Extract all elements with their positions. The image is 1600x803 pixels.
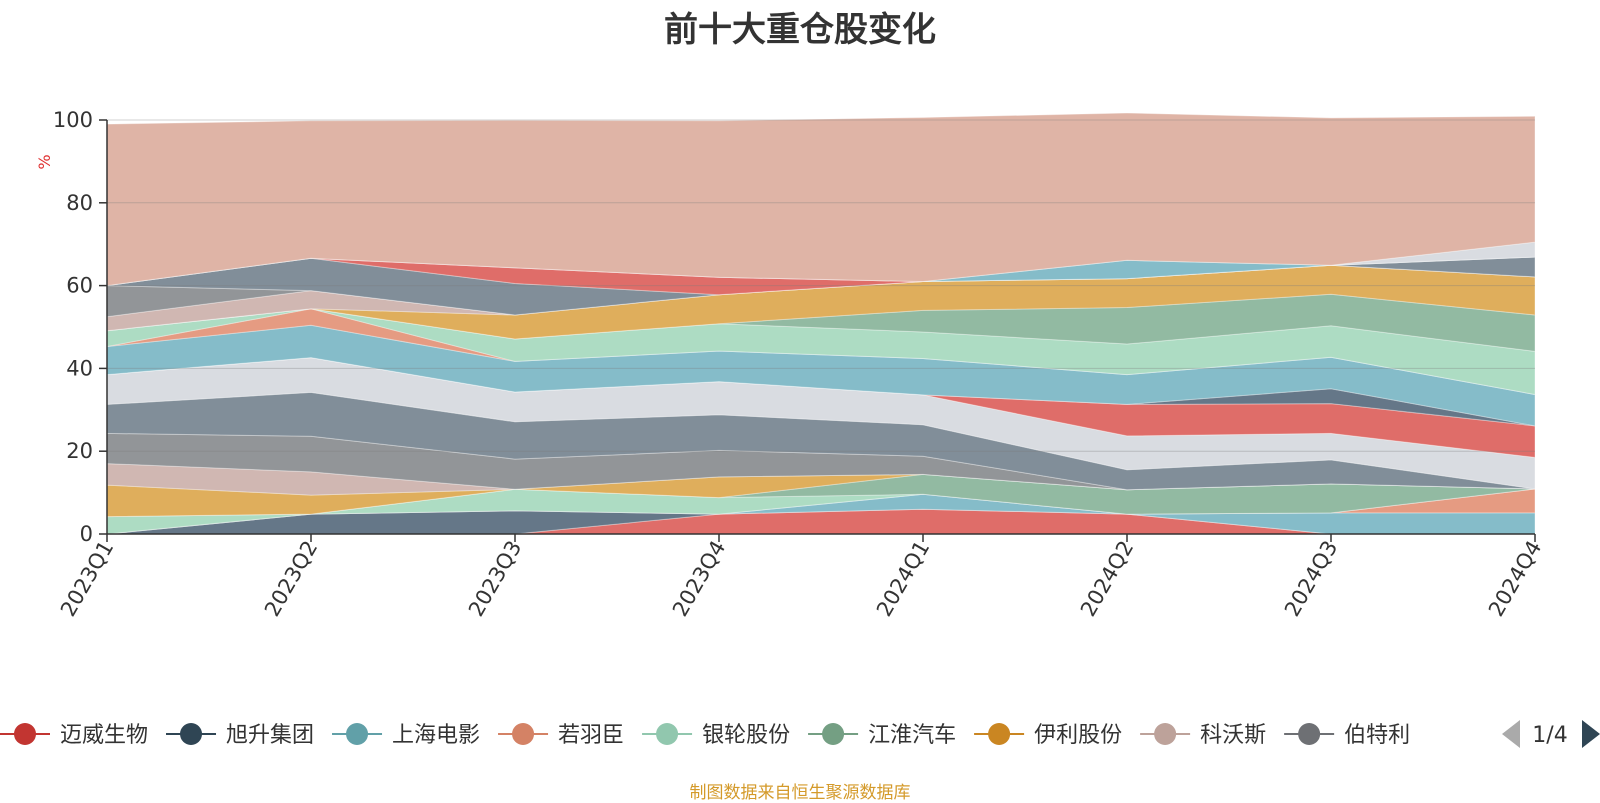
legend-item[interactable]: 科沃斯 [1140,723,1266,748]
legend-marker-icon [988,723,1011,745]
y-tick-label: 60 [66,274,93,298]
y-axis-label: % [35,154,54,169]
legend-label: 伯特利 [1344,723,1410,748]
legend-item[interactable]: 迈威生物 [0,723,148,748]
legend-label: 伊利股份 [1034,723,1122,748]
legend-marker-icon [346,723,369,745]
legend-label: 上海电影 [392,723,480,748]
legend-item[interactable]: 银轮股份 [642,723,790,748]
legend-item[interactable]: 旭升集团 [166,723,314,748]
area-layer-10 [106,357,1536,490]
legend-marker-icon [1154,723,1177,745]
x-tick-label: 2023Q1 [56,537,118,621]
legend-marker-icon [180,723,203,745]
legend-marker-icon [822,723,845,745]
source-note: 制图数据来自恒生聚源数据库 [689,783,911,803]
legend-item[interactable]: 上海电影 [332,723,480,748]
legend-label: 旭升集团 [226,723,314,748]
y-tick-label: 0 [80,522,93,546]
legend-marker-icon [1298,723,1321,745]
x-tick-label: 2024Q2 [1076,537,1138,621]
area-layer-1 [106,508,1535,535]
y-tick-label: 100 [53,108,93,132]
legend[interactable]: 迈威生物 旭升集团 上海电影 若羽臣 银轮股份 江淮汽车 伊利股份 科沃斯 伯特利 [0,723,1410,748]
legend-item[interactable]: 江淮汽车 [808,723,956,748]
y-tick-label: 20 [66,439,93,463]
area-layer-13 [106,324,1536,427]
legend-pager[interactable]: 1/4 [1502,720,1600,748]
legend-label: 江淮汽车 [868,723,956,748]
legend-item[interactable]: 若羽臣 [498,723,624,748]
x-tick-label: 2023Q3 [464,537,526,621]
x-tick-label: 2023Q2 [260,537,322,621]
y-tick-label: 40 [66,356,93,380]
legend-label: 银轮股份 [702,723,790,748]
gridlines [107,119,1535,452]
area-layer-3 [106,488,1536,535]
stacked-areas [106,112,1536,535]
x-tick-label: 2024Q1 [872,537,934,621]
legend-label: 迈威生物 [60,723,148,748]
x-tick-label: 2023Q4 [668,537,730,621]
area-layer-2 [106,493,1536,535]
x-tick-label: 2024Q3 [1280,537,1342,621]
y-tick-label: 80 [66,191,93,215]
legend-marker-icon [14,723,36,745]
legend-marker-icon [656,723,679,745]
legend-label: 科沃斯 [1200,723,1266,748]
legend-marker-icon [512,723,535,745]
area-layer-24 [106,112,1536,287]
legend-item[interactable]: 伊利股份 [974,723,1122,748]
legend-item[interactable]: 伯特利 [1284,723,1410,748]
x-tick-label: 2024Q4 [1484,537,1546,621]
chart-title: 前十大重仓股变化 [664,10,936,50]
legend-label: 若羽臣 [558,723,624,748]
triangle-right-icon[interactable] [1582,720,1600,748]
triangle-left-icon[interactable] [1502,720,1520,748]
legend-page-indicator: 1/4 [1532,723,1567,748]
